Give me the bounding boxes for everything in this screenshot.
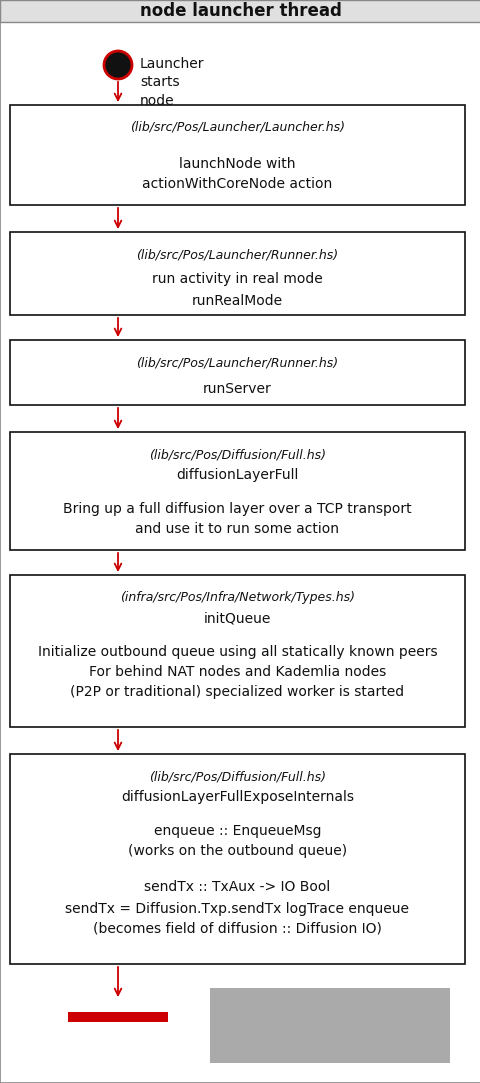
Text: (lib/src/Pos/Diffusion/Full.hs): (lib/src/Pos/Diffusion/Full.hs) [149, 770, 325, 783]
Text: (lib/src/Pos/Launcher/Launcher.hs): (lib/src/Pos/Launcher/Launcher.hs) [130, 121, 344, 134]
Text: (lib/src/Pos/Launcher/Runner.hs): (lib/src/Pos/Launcher/Runner.hs) [136, 356, 338, 369]
Text: runServer: runServer [203, 382, 271, 396]
FancyBboxPatch shape [210, 988, 449, 1064]
Bar [10, 432, 464, 550]
Text: Bring up a full diffusion layer over a TCP transport: Bring up a full diffusion layer over a T… [63, 503, 411, 516]
Bar [0, 0, 480, 22]
Text: node launcher thread: node launcher thread [139, 2, 341, 19]
Text: runRealMode: runRealMode [192, 293, 282, 308]
Text: (lib/src/Pos/Launcher/Runner.hs): (lib/src/Pos/Launcher/Runner.hs) [136, 248, 338, 261]
Text: Initialize outbound queue using all statically known peers: Initialize outbound queue using all stat… [37, 645, 436, 658]
Text: diffusionLayerFullExposeInternals: diffusionLayerFullExposeInternals [121, 790, 353, 804]
Text: (lib/src/Pos/Diffusion/Full.hs): (lib/src/Pos/Diffusion/Full.hs) [149, 448, 325, 461]
Text: sendTx = Diffusion.Txp.sendTx logTrace enqueue: sendTx = Diffusion.Txp.sendTx logTrace e… [65, 902, 408, 916]
Text: run activity in real mode: run activity in real mode [152, 272, 322, 286]
Text: and use it to run some action: and use it to run some action [135, 522, 339, 536]
Text: (infra/src/Pos/Infra/Network/Types.hs): (infra/src/Pos/Infra/Network/Types.hs) [120, 591, 354, 604]
Text: (P2P or traditional) specialized worker is started: (P2P or traditional) specialized worker … [70, 686, 404, 699]
Text: TxAux sent to
peers: TxAux sent to peers [281, 1010, 377, 1041]
Text: (becomes field of diffusion :: Diffusion IO): (becomes field of diffusion :: Diffusion… [93, 922, 381, 936]
Bar [68, 1012, 168, 1022]
Text: Launcher
starts
node: Launcher starts node [140, 57, 204, 108]
Text: (works on the outbound queue): (works on the outbound queue) [128, 844, 347, 858]
Text: diffusionLayerFull: diffusionLayerFull [176, 468, 298, 482]
Text: enqueue :: EnqueueMsg: enqueue :: EnqueueMsg [154, 824, 321, 838]
Bar [10, 575, 464, 727]
Bar [10, 754, 464, 964]
Circle shape [104, 51, 132, 79]
Bar [10, 232, 464, 315]
Text: launchNode with: launchNode with [179, 157, 295, 171]
Bar [10, 340, 464, 405]
Text: initQueue: initQueue [204, 611, 271, 625]
Bar [10, 105, 464, 205]
Text: sendTx :: TxAux -> IO Bool: sendTx :: TxAux -> IO Bool [144, 880, 330, 893]
Text: For behind NAT nodes and Kademlia nodes: For behind NAT nodes and Kademlia nodes [89, 665, 385, 679]
Text: actionWithCoreNode action: actionWithCoreNode action [142, 177, 332, 191]
